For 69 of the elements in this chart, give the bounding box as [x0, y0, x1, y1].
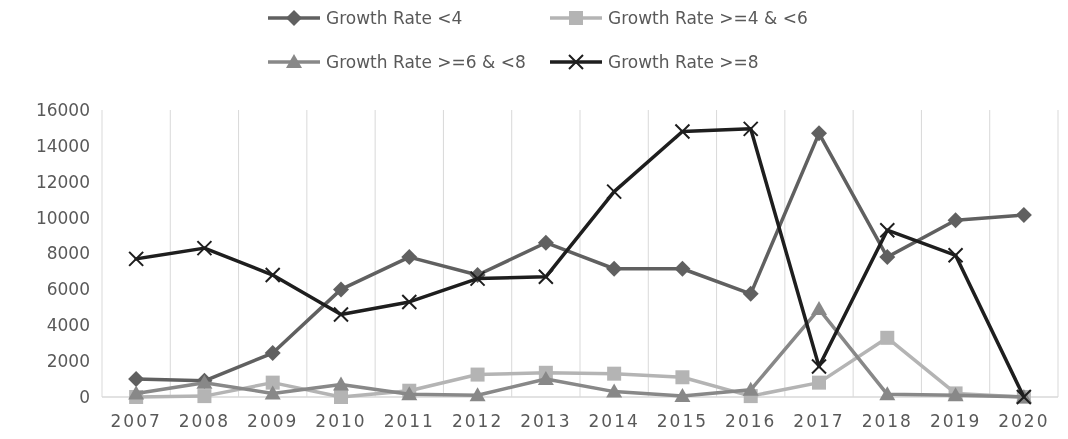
x-tick-label: 2017	[793, 411, 845, 431]
point	[879, 222, 896, 239]
point	[811, 358, 827, 375]
point	[469, 387, 486, 402]
point	[401, 293, 418, 310]
point	[1015, 206, 1032, 223]
legend-label: Growth Rate <4	[326, 7, 463, 28]
point	[880, 330, 895, 345]
point	[333, 306, 349, 323]
x-tick-label: 2011	[383, 411, 435, 431]
point	[128, 385, 145, 400]
y-tick-label: 2000	[46, 351, 90, 372]
legend-label: Growth Rate >=6 & <8	[326, 51, 526, 72]
point	[742, 285, 759, 302]
point	[811, 125, 827, 142]
x-tick-label: 2010	[315, 411, 367, 431]
point	[264, 385, 281, 400]
point	[128, 250, 145, 267]
x-tick-label: 2015	[656, 411, 709, 431]
point	[674, 123, 691, 140]
y-tick-label: 10000	[35, 207, 90, 228]
point	[537, 268, 554, 285]
x-tick-label: 2020	[998, 411, 1050, 431]
point	[128, 371, 145, 388]
y-tick-label: 0	[79, 386, 90, 407]
point	[675, 370, 690, 385]
x-tick-label: 2019	[929, 411, 982, 431]
point	[606, 260, 623, 277]
point	[197, 389, 212, 404]
point	[196, 240, 213, 257]
point	[607, 366, 622, 381]
legend-label: Growth Rate >=4 & <6	[608, 7, 808, 28]
point	[334, 390, 348, 404]
point	[333, 281, 349, 298]
point	[811, 301, 827, 316]
y-tick-label: 16000	[35, 99, 90, 120]
point	[606, 383, 623, 398]
x-tick-label: 2009	[247, 411, 299, 431]
x-tick-label: 2007	[110, 411, 162, 431]
y-tick-label: 6000	[46, 279, 90, 300]
point	[264, 267, 281, 284]
point	[742, 381, 759, 396]
point	[333, 376, 349, 391]
point	[264, 345, 281, 362]
point	[947, 212, 964, 229]
point	[537, 234, 554, 251]
point	[674, 260, 691, 277]
point	[470, 367, 485, 382]
x-tick-label: 2018	[861, 411, 913, 431]
legend-label: Growth Rate >=8	[608, 51, 759, 72]
x-tick-label: 2008	[178, 411, 231, 431]
point	[812, 375, 826, 390]
x-tick-label: 2014	[588, 411, 640, 431]
point	[401, 249, 418, 266]
point	[606, 183, 623, 200]
x-tick-label: 2012	[451, 411, 504, 431]
y-tick-label: 14000	[35, 135, 90, 156]
y-tick-label: 8000	[46, 243, 90, 264]
x-tick-label: 2016	[725, 411, 777, 431]
point	[674, 388, 691, 403]
point	[947, 247, 964, 264]
x-tick-label: 2013	[520, 411, 572, 431]
point	[742, 120, 759, 137]
point	[879, 249, 896, 266]
y-tick-label: 12000	[35, 171, 90, 192]
point	[265, 375, 280, 390]
y-tick-label: 4000	[46, 315, 90, 336]
point	[537, 371, 554, 386]
point	[879, 386, 896, 401]
